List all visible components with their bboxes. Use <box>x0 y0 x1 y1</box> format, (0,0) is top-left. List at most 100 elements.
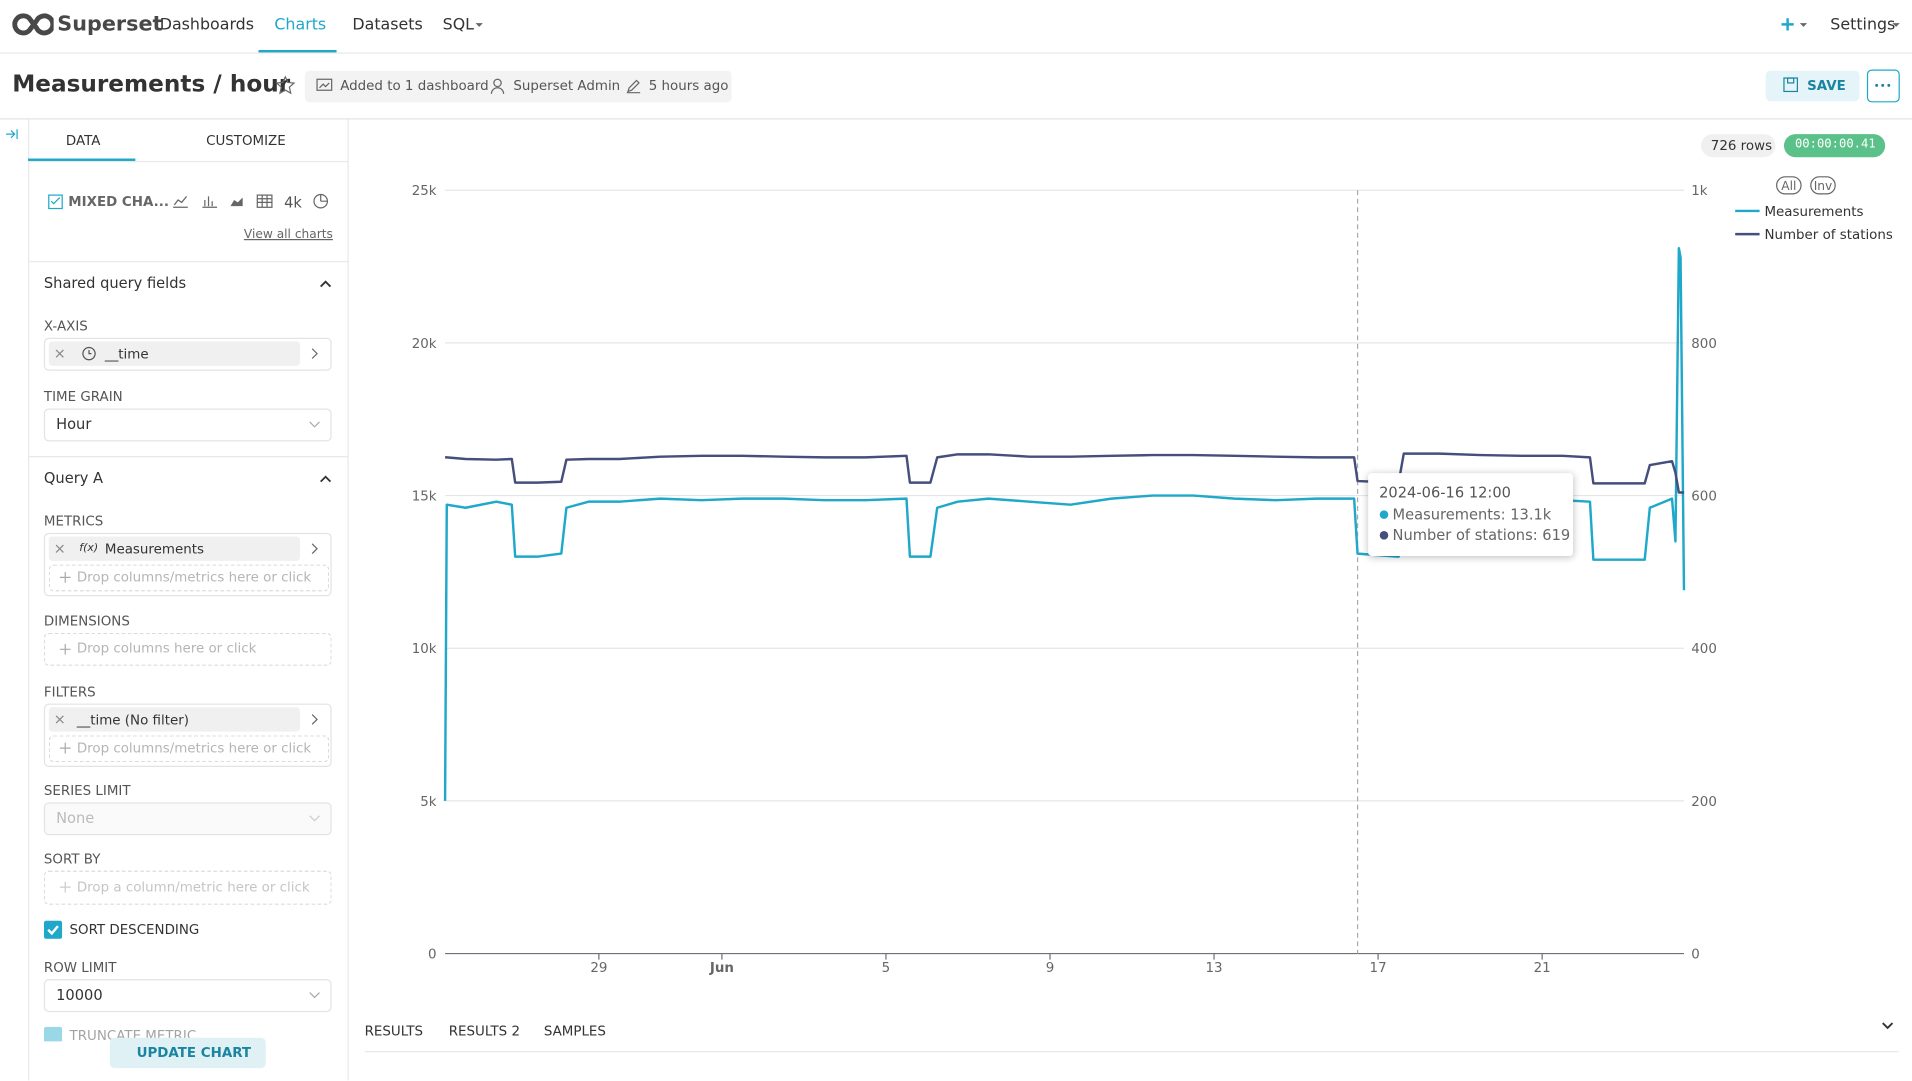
checkbox[interactable] <box>43 920 63 939</box>
y-tick-label: 25k <box>412 184 437 199</box>
control-label: ROW LIMIT <box>43 959 117 976</box>
chevron <box>311 348 318 359</box>
y-tick-label: 10k <box>412 642 437 657</box>
viz-type[interactable]: MIXED CHA... <box>68 193 169 210</box>
metric-item[interactable] <box>48 536 300 561</box>
drop-zone[interactable] <box>43 870 332 905</box>
drop-hint: Drop a column/metric here or click <box>76 879 310 896</box>
panel-tab[interactable]: CUSTOMIZE <box>206 132 286 149</box>
y-tick-label: 0 <box>428 947 437 962</box>
tooltip-line: Number of stations: 619 <box>1392 526 1571 544</box>
chevron <box>309 992 320 999</box>
results-tab[interactable]: RESULTS <box>364 1023 424 1039</box>
y2-tick-label: 400 <box>1691 642 1717 657</box>
legend-button[interactable] <box>1776 176 1802 195</box>
control-label: SERIES LIMIT <box>43 782 131 799</box>
add-menu[interactable] <box>1780 16 1809 33</box>
filter-value: __time (No filter) <box>76 712 189 728</box>
collapse-icon[interactable] <box>5 128 20 140</box>
nav-link[interactable]: Dashboards <box>159 15 255 35</box>
y-tick-label: 20k <box>412 337 437 352</box>
control-label: DIMENSIONS <box>43 613 130 630</box>
save-icon <box>1783 77 1798 93</box>
panel-tab[interactable]: DATA <box>65 132 101 149</box>
nav-link[interactable]: SQL <box>442 15 475 35</box>
navbar <box>0 0 1912 54</box>
x-tick-label: 17 <box>1370 961 1387 976</box>
chart-name[interactable]: Measurements / hour <box>12 70 291 98</box>
more-button[interactable] <box>1866 69 1900 103</box>
checkbox[interactable] <box>43 1026 63 1042</box>
nav-link[interactable]: Charts <box>274 15 327 35</box>
results-tab[interactable]: SAMPLES <box>543 1023 606 1039</box>
save-label[interactable]: SAVE <box>1807 78 1846 94</box>
user-icon <box>490 78 505 94</box>
filter-item[interactable] <box>48 707 300 732</box>
chevron[interactable] <box>319 474 332 483</box>
modified-info: 5 hours ago <box>648 78 729 94</box>
favorite-star[interactable] <box>275 75 296 96</box>
plus-icon <box>59 571 71 583</box>
time-grain-value: Hour <box>56 415 92 433</box>
y-tick-label: 15k <box>412 489 437 504</box>
plus-icon <box>59 643 71 655</box>
remove-icon[interactable] <box>55 349 65 359</box>
legend-button-label[interactable]: All <box>1781 179 1796 193</box>
metric-value: Measurements <box>104 541 204 558</box>
x-tick-label: 13 <box>1206 961 1223 976</box>
x-tick-label: 9 <box>1046 961 1055 976</box>
x-axis-value: __time <box>104 346 149 363</box>
active-underline <box>258 49 337 53</box>
control-label: FILTERS <box>43 684 96 700</box>
drop-zone[interactable] <box>48 735 330 763</box>
tooltip-dots <box>1379 510 1389 540</box>
y2-tick-label: 800 <box>1691 337 1717 352</box>
chevron <box>311 714 318 725</box>
results-tab[interactable]: RESULTS 2 <box>448 1023 520 1039</box>
y-tick-label: 5k <box>420 795 437 810</box>
viz-icon[interactable]: 4k <box>284 193 302 211</box>
logo <box>12 13 54 36</box>
settings-menu[interactable]: Settings <box>1830 15 1896 35</box>
metadata-bar <box>304 70 732 103</box>
nav-link[interactable]: Datasets <box>352 15 423 35</box>
view-all-link[interactable]: View all charts <box>243 228 333 242</box>
legend-button[interactable] <box>1810 176 1836 195</box>
time-grain-select[interactable] <box>43 408 332 442</box>
row-limit-select[interactable] <box>43 979 332 1013</box>
drop-hint: Drop columns here or click <box>76 640 257 657</box>
brand[interactable]: Superset <box>57 12 163 37</box>
update-chart-button[interactable] <box>109 1037 266 1069</box>
drop-zone[interactable] <box>43 632 332 666</box>
divider <box>29 456 348 458</box>
dashboard-icon <box>316 78 333 91</box>
section-title[interactable]: Shared query fields <box>43 274 187 292</box>
remove-icon[interactable] <box>55 544 65 554</box>
drop-hint: Drop columns/metrics here or click <box>76 569 312 586</box>
chevron[interactable] <box>319 279 332 288</box>
tab-underline <box>28 158 136 161</box>
series-line <box>443 247 1686 801</box>
viz-check <box>48 194 63 210</box>
remove-icon[interactable] <box>55 715 65 725</box>
legend-label[interactable]: Measurements <box>1764 205 1863 220</box>
dashboards-info[interactable]: Added to 1 dashboard <box>340 78 489 94</box>
section-title[interactable]: Query A <box>43 469 104 487</box>
chevron <box>309 421 320 428</box>
legend-label[interactable]: Number of stations <box>1764 228 1892 243</box>
series-limit-select[interactable] <box>43 802 332 836</box>
series-limit-placeholder: None <box>56 809 95 827</box>
drop-zone[interactable] <box>48 564 330 592</box>
viz-shortcuts[interactable] <box>172 193 331 210</box>
metric-icon: f(x) <box>79 542 99 555</box>
caret <box>475 23 483 27</box>
tooltip-line: Measurements: 13.1k <box>1392 506 1552 524</box>
plus-icon <box>59 742 71 754</box>
timer: 00:00:00.41 <box>1794 137 1876 152</box>
update-chart-label[interactable]: UPDATE CHART <box>136 1045 252 1061</box>
save-button[interactable] <box>1765 70 1860 102</box>
collapse-results[interactable] <box>1882 1022 1894 1031</box>
y2-tick-label: 600 <box>1691 489 1717 504</box>
legend-button-label[interactable]: Inv <box>1814 179 1833 193</box>
